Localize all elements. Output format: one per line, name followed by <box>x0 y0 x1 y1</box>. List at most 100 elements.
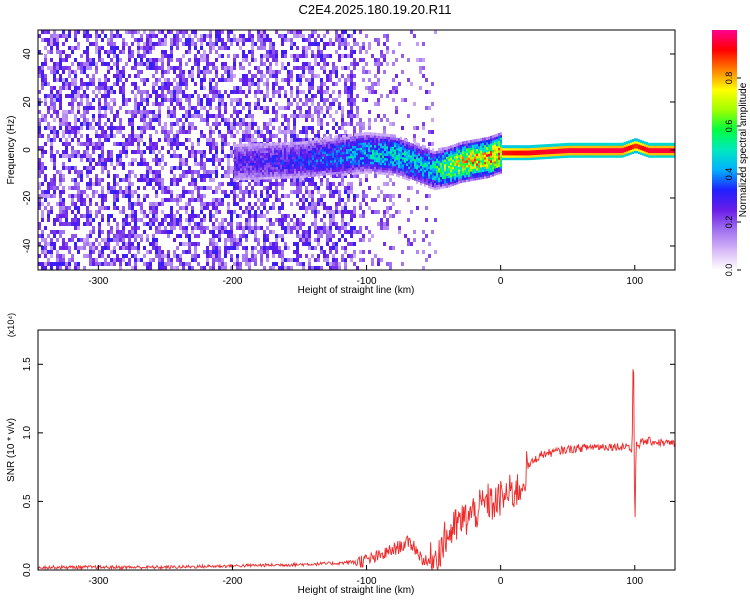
spectrogram-cell <box>239 98 242 102</box>
spectrogram-cell <box>254 218 257 222</box>
spectrogram-cell <box>158 66 161 70</box>
spectrogram-ridge-cell <box>376 154 378 158</box>
spectrogram-cell <box>188 202 191 206</box>
spectrogram-cell <box>317 234 320 238</box>
spectrogram-cell <box>203 74 206 78</box>
spectrogram-cell <box>287 106 290 110</box>
spectrogram-cell <box>128 170 131 174</box>
spectrogram-cell <box>137 198 140 202</box>
spectrogram-ridge-cell <box>312 149 314 153</box>
spectrogram-cell <box>122 70 125 74</box>
spectrogram-ridge-cell <box>242 158 244 162</box>
spectrogram-cell <box>206 262 209 266</box>
spectrogram-cell <box>347 78 350 82</box>
spectrogram-cell <box>200 150 203 154</box>
spectrogram-cell <box>134 94 137 98</box>
spectrogram-cell <box>86 134 89 138</box>
spectrogram-ridge-cell <box>294 151 296 155</box>
spectrogram-cell <box>209 266 212 270</box>
spectrogram-ridge-cell <box>280 147 282 151</box>
spectrogram-cell <box>200 42 203 46</box>
spectrogram-cell <box>44 98 47 102</box>
spectrogram-ridge-cell <box>322 153 324 157</box>
spectrogram-cell <box>188 198 191 202</box>
spectrogram-cell <box>167 214 170 218</box>
spectrogram-cell <box>140 130 143 134</box>
spectrogram-cell <box>308 78 311 82</box>
spectrogram-cell <box>104 122 107 126</box>
spectrogram-cell <box>311 126 314 130</box>
spectrogram-ridge-cell <box>376 140 378 144</box>
spectrogram-ridge-cell <box>308 169 310 173</box>
spectrogram-cell <box>176 266 179 270</box>
spectrogram-cell <box>290 134 293 138</box>
spectrogram-cell <box>173 122 176 126</box>
spectrogram-cell <box>278 246 281 250</box>
spectrogram-cell <box>200 154 203 158</box>
spectrogram-cell <box>275 82 278 86</box>
spectrogram-cell <box>254 246 257 250</box>
spectrogram-cell <box>98 122 101 126</box>
spectrogram-cell <box>383 42 386 46</box>
spectrogram-ridge-cell <box>340 137 342 141</box>
spectrogram-ridge-cell <box>300 141 302 145</box>
spectrogram-cell <box>167 70 170 74</box>
spectrogram-cell <box>332 62 335 66</box>
spectrogram-cell <box>50 194 53 198</box>
spectrogram-cell <box>92 90 95 94</box>
spectrogram-ridge-cell <box>354 150 356 154</box>
spectrogram-ridge-cell <box>330 159 332 163</box>
spectrogram-cell <box>146 42 149 46</box>
spectrogram-cell <box>323 194 326 198</box>
spectrogram-cell <box>167 130 170 134</box>
spectrogram-cell <box>179 142 182 146</box>
spectrogram-cell <box>170 214 173 218</box>
spectrogram-cell <box>353 230 356 234</box>
spectrogram-cell <box>179 70 182 74</box>
spectrogram-cell <box>260 34 263 38</box>
spectrogram-cell <box>110 226 113 230</box>
spectrogram-cell <box>62 242 65 246</box>
spectrogram-ridge-cell <box>304 150 306 154</box>
spectrogram-cell <box>191 70 194 74</box>
spectrogram-cell <box>269 218 272 222</box>
spectrogram-ridge-cell <box>250 176 252 180</box>
spectrogram-cell <box>143 90 146 94</box>
spectrogram-cell <box>350 106 353 110</box>
spectrogram-cell <box>146 174 149 178</box>
spectrogram-cell <box>137 70 140 74</box>
spectrogram-cell <box>317 130 320 134</box>
spectrogram-cell <box>368 46 371 50</box>
spectrogram-cell <box>38 186 41 190</box>
spectrogram-cell <box>158 110 161 114</box>
spectrogram-cell <box>101 142 104 146</box>
spectrogram-ridge-cell <box>332 157 334 161</box>
spectrogram-ridge-cell <box>352 171 354 175</box>
spectrogram-cell <box>314 94 317 98</box>
spectrogram-cell <box>344 82 347 86</box>
spectrogram-cell <box>320 110 323 114</box>
spectrogram-cell <box>80 86 83 90</box>
spectrogram-ridge-cell <box>318 149 320 153</box>
spectrogram-cell <box>362 46 365 50</box>
spectrogram-cell <box>293 66 296 70</box>
spectrogram-cell <box>83 154 86 158</box>
spectrogram-ridge-cell <box>264 145 266 149</box>
spectrogram-ridge-cell <box>376 166 378 170</box>
spectrogram-cell <box>245 38 248 42</box>
spectrogram-ridge-cell <box>286 156 288 160</box>
spectrogram-cell <box>368 78 371 82</box>
spectrogram-ridge-cell <box>324 162 326 166</box>
spectrogram-ridge-cell <box>298 146 300 150</box>
spectrogram-cell <box>158 182 161 186</box>
spectrogram-ridge-cell <box>306 172 308 176</box>
spectrogram-cell <box>128 174 131 178</box>
spectrogram-cell <box>251 50 254 54</box>
spectrogram-ridge-cell <box>274 144 276 148</box>
spectrogram-cell <box>38 254 41 258</box>
spectrogram-ridge-cell <box>284 144 286 148</box>
spectrogram-cell <box>386 46 389 50</box>
spectrogram-cell <box>254 122 257 126</box>
spectrogram-cell <box>86 98 89 102</box>
spectrogram-ridge-cell <box>374 151 376 155</box>
